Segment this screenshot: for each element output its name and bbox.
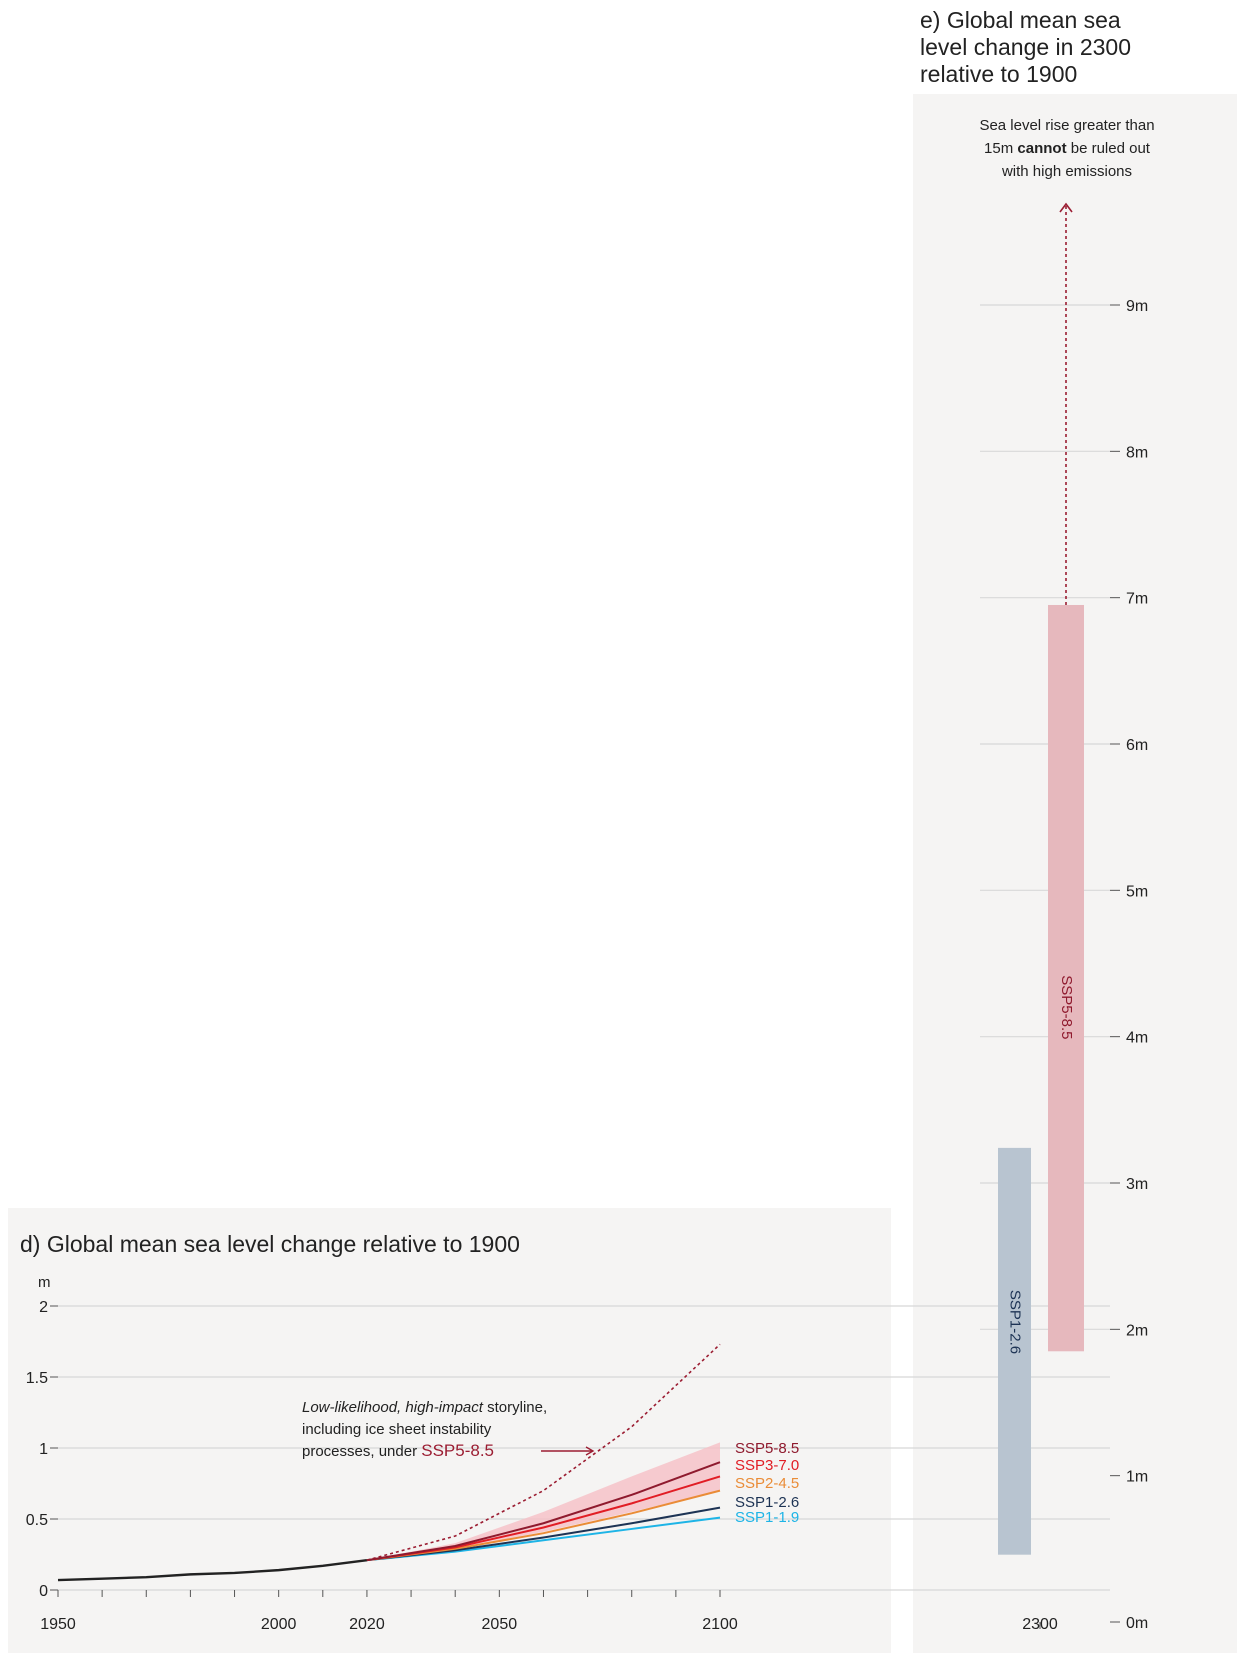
x-tick-label: 1950 [40, 1616, 76, 1633]
panel-d-annotation-line-3: processes, under SSP5-8.5 [302, 1441, 494, 1460]
panel-d-y-unit: m [38, 1274, 51, 1291]
x-tick-label: 2050 [482, 1616, 518, 1633]
panel-e-title-line-2: level change in 2300 [920, 34, 1131, 60]
annotation-processes: processes, under [302, 1443, 421, 1460]
x-tick-label-e: 2300 [1022, 1616, 1058, 1633]
panel-d-annotation-line-1: Low-likelihood, high-impact storyline, [302, 1399, 547, 1416]
y-tick-label: 1 [39, 1441, 48, 1458]
arrow-head [1059, 202, 1073, 213]
panel-e-bars: SSP1-2.6 SSP5-8.5 [998, 604, 1084, 1555]
bar-ssp5-8.5 [1048, 604, 1084, 1352]
annotation-15m: 15m [984, 140, 1017, 157]
line-ssp5-8.5 [366, 1461, 721, 1562]
y-tick-label-e: 0m [1126, 1615, 1148, 1632]
panel-d-annotation-line-2: including ice sheet instability [302, 1421, 492, 1438]
y-tick-label-e: 2m [1126, 1322, 1148, 1339]
label-ssp1-2.6: SSP1-2.6 [735, 1494, 799, 1511]
y-tick-label-e: 5m [1126, 883, 1148, 900]
annotation-cannot: cannot [1017, 140, 1066, 157]
y-tick-label-e: 1m [1126, 1469, 1148, 1486]
panel-d-ticks: 0 0.5 1 1.5 2 1950 2000 2020 2050 2100 [26, 1299, 738, 1633]
y-tick-label-e: 8m [1126, 444, 1148, 461]
label-ssp2-4.5: SSP2-4.5 [735, 1475, 799, 1492]
annotation-arrow-head [585, 1446, 595, 1456]
y-tick-label-e: 9m [1126, 298, 1148, 315]
y-tick-label: 1.5 [26, 1370, 48, 1387]
y-tick-label-e: 3m [1126, 1176, 1148, 1193]
label-ssp1-1.9: SSP1-1.9 [735, 1509, 799, 1526]
bar-ssp1-2.6 [998, 1147, 1031, 1555]
annotation-scenario: SSP5-8.5 [421, 1441, 494, 1460]
storyline-dotted-line [366, 1343, 721, 1561]
panel-e-annotation-line-3: with high emissions [1001, 163, 1132, 180]
panel-e-dotted-arrow [1059, 202, 1073, 605]
y-tick-label-e: 7m [1126, 591, 1148, 608]
panel-e-annotation-line-2: 15m cannot be ruled out [984, 140, 1151, 157]
panel-d-title: d) Global mean sea level change relative… [20, 1231, 520, 1257]
annotation-ruled-out: be ruled out [1067, 140, 1151, 157]
observed-line [57, 1558, 368, 1582]
annotation-italic: Low-likelihood, high-impact [302, 1399, 484, 1416]
x-tick-label: 2000 [261, 1616, 297, 1633]
y-tick-label-e: 6m [1126, 737, 1148, 754]
bar-label-ssp5-8.5: SSP5-8.5 [1058, 975, 1075, 1039]
y-tick-label-e: 4m [1126, 1030, 1148, 1047]
panel-e-title-line-1: e) Global mean sea [920, 7, 1121, 33]
panel-d-lines [57, 1343, 721, 1582]
ssp585-likely-range [366, 1442, 720, 1561]
panel-e-title-line-3: relative to 1900 [920, 61, 1077, 87]
y-tick-label: 0 [39, 1583, 48, 1600]
annotation-storyline: storyline, [483, 1399, 547, 1416]
x-tick-label: 2020 [349, 1616, 385, 1633]
panel-e-ticks: 0m 1m 2m 3m 4m 5m 6m 7m 8m 9m 2300 [1022, 298, 1148, 1633]
label-ssp5-8.5: SSP5-8.5 [735, 1440, 799, 1457]
y-tick-label: 0.5 [26, 1512, 48, 1529]
panel-d-gridlines [58, 1305, 1110, 1591]
label-ssp3-7.0: SSP3-7.0 [735, 1457, 799, 1474]
bar-label-ssp1-2.6: SSP1-2.6 [1007, 1290, 1024, 1354]
panel-d-background [8, 1208, 891, 1653]
panel-d-annotation-arrow [541, 1446, 595, 1456]
panel-e-annotation-line-1: Sea level rise greater than [979, 117, 1154, 134]
y-tick-label: 2 [39, 1299, 48, 1316]
x-tick-label: 2100 [702, 1616, 738, 1633]
